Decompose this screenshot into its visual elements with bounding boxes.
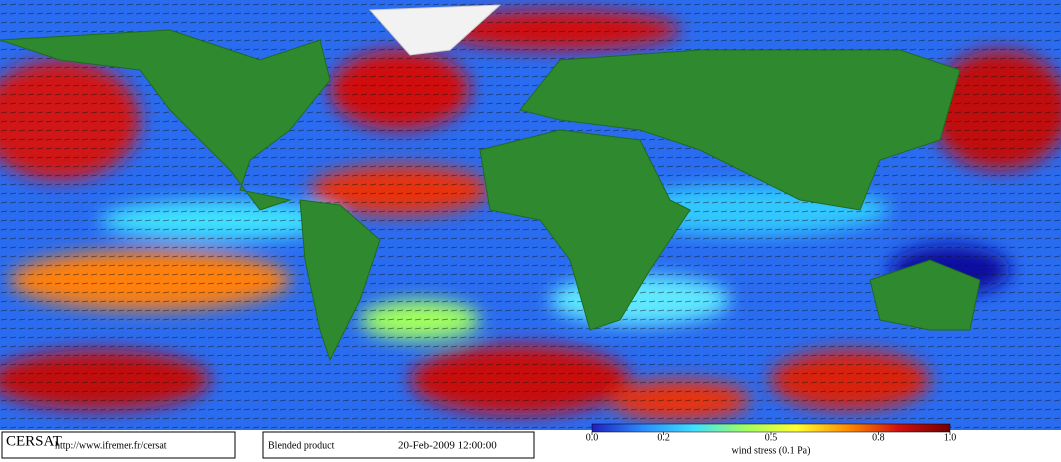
colorbar-tick-label: 0.2 bbox=[657, 432, 670, 443]
colorbar-tick-label: 0.5 bbox=[765, 432, 778, 443]
colorbar-tick-label: 0.8 bbox=[872, 432, 885, 443]
continents bbox=[0, 4, 981, 362]
logo: CERSAT bbox=[6, 433, 62, 449]
date: 20-Feb-2009 12:00:00 bbox=[398, 440, 497, 452]
colorbar-label: wind stress (0.1 Pa) bbox=[732, 445, 811, 456]
product-box bbox=[262, 431, 535, 459]
colorbar bbox=[591, 423, 951, 433]
logo-box bbox=[1, 431, 236, 459]
url: http://www.ifremer.fr/cersat bbox=[55, 440, 167, 451]
product: Blended product bbox=[268, 440, 335, 451]
colorbar-tick-label: 1.0 bbox=[944, 432, 957, 443]
colorbar-tick-label: 0.0 bbox=[586, 432, 599, 443]
